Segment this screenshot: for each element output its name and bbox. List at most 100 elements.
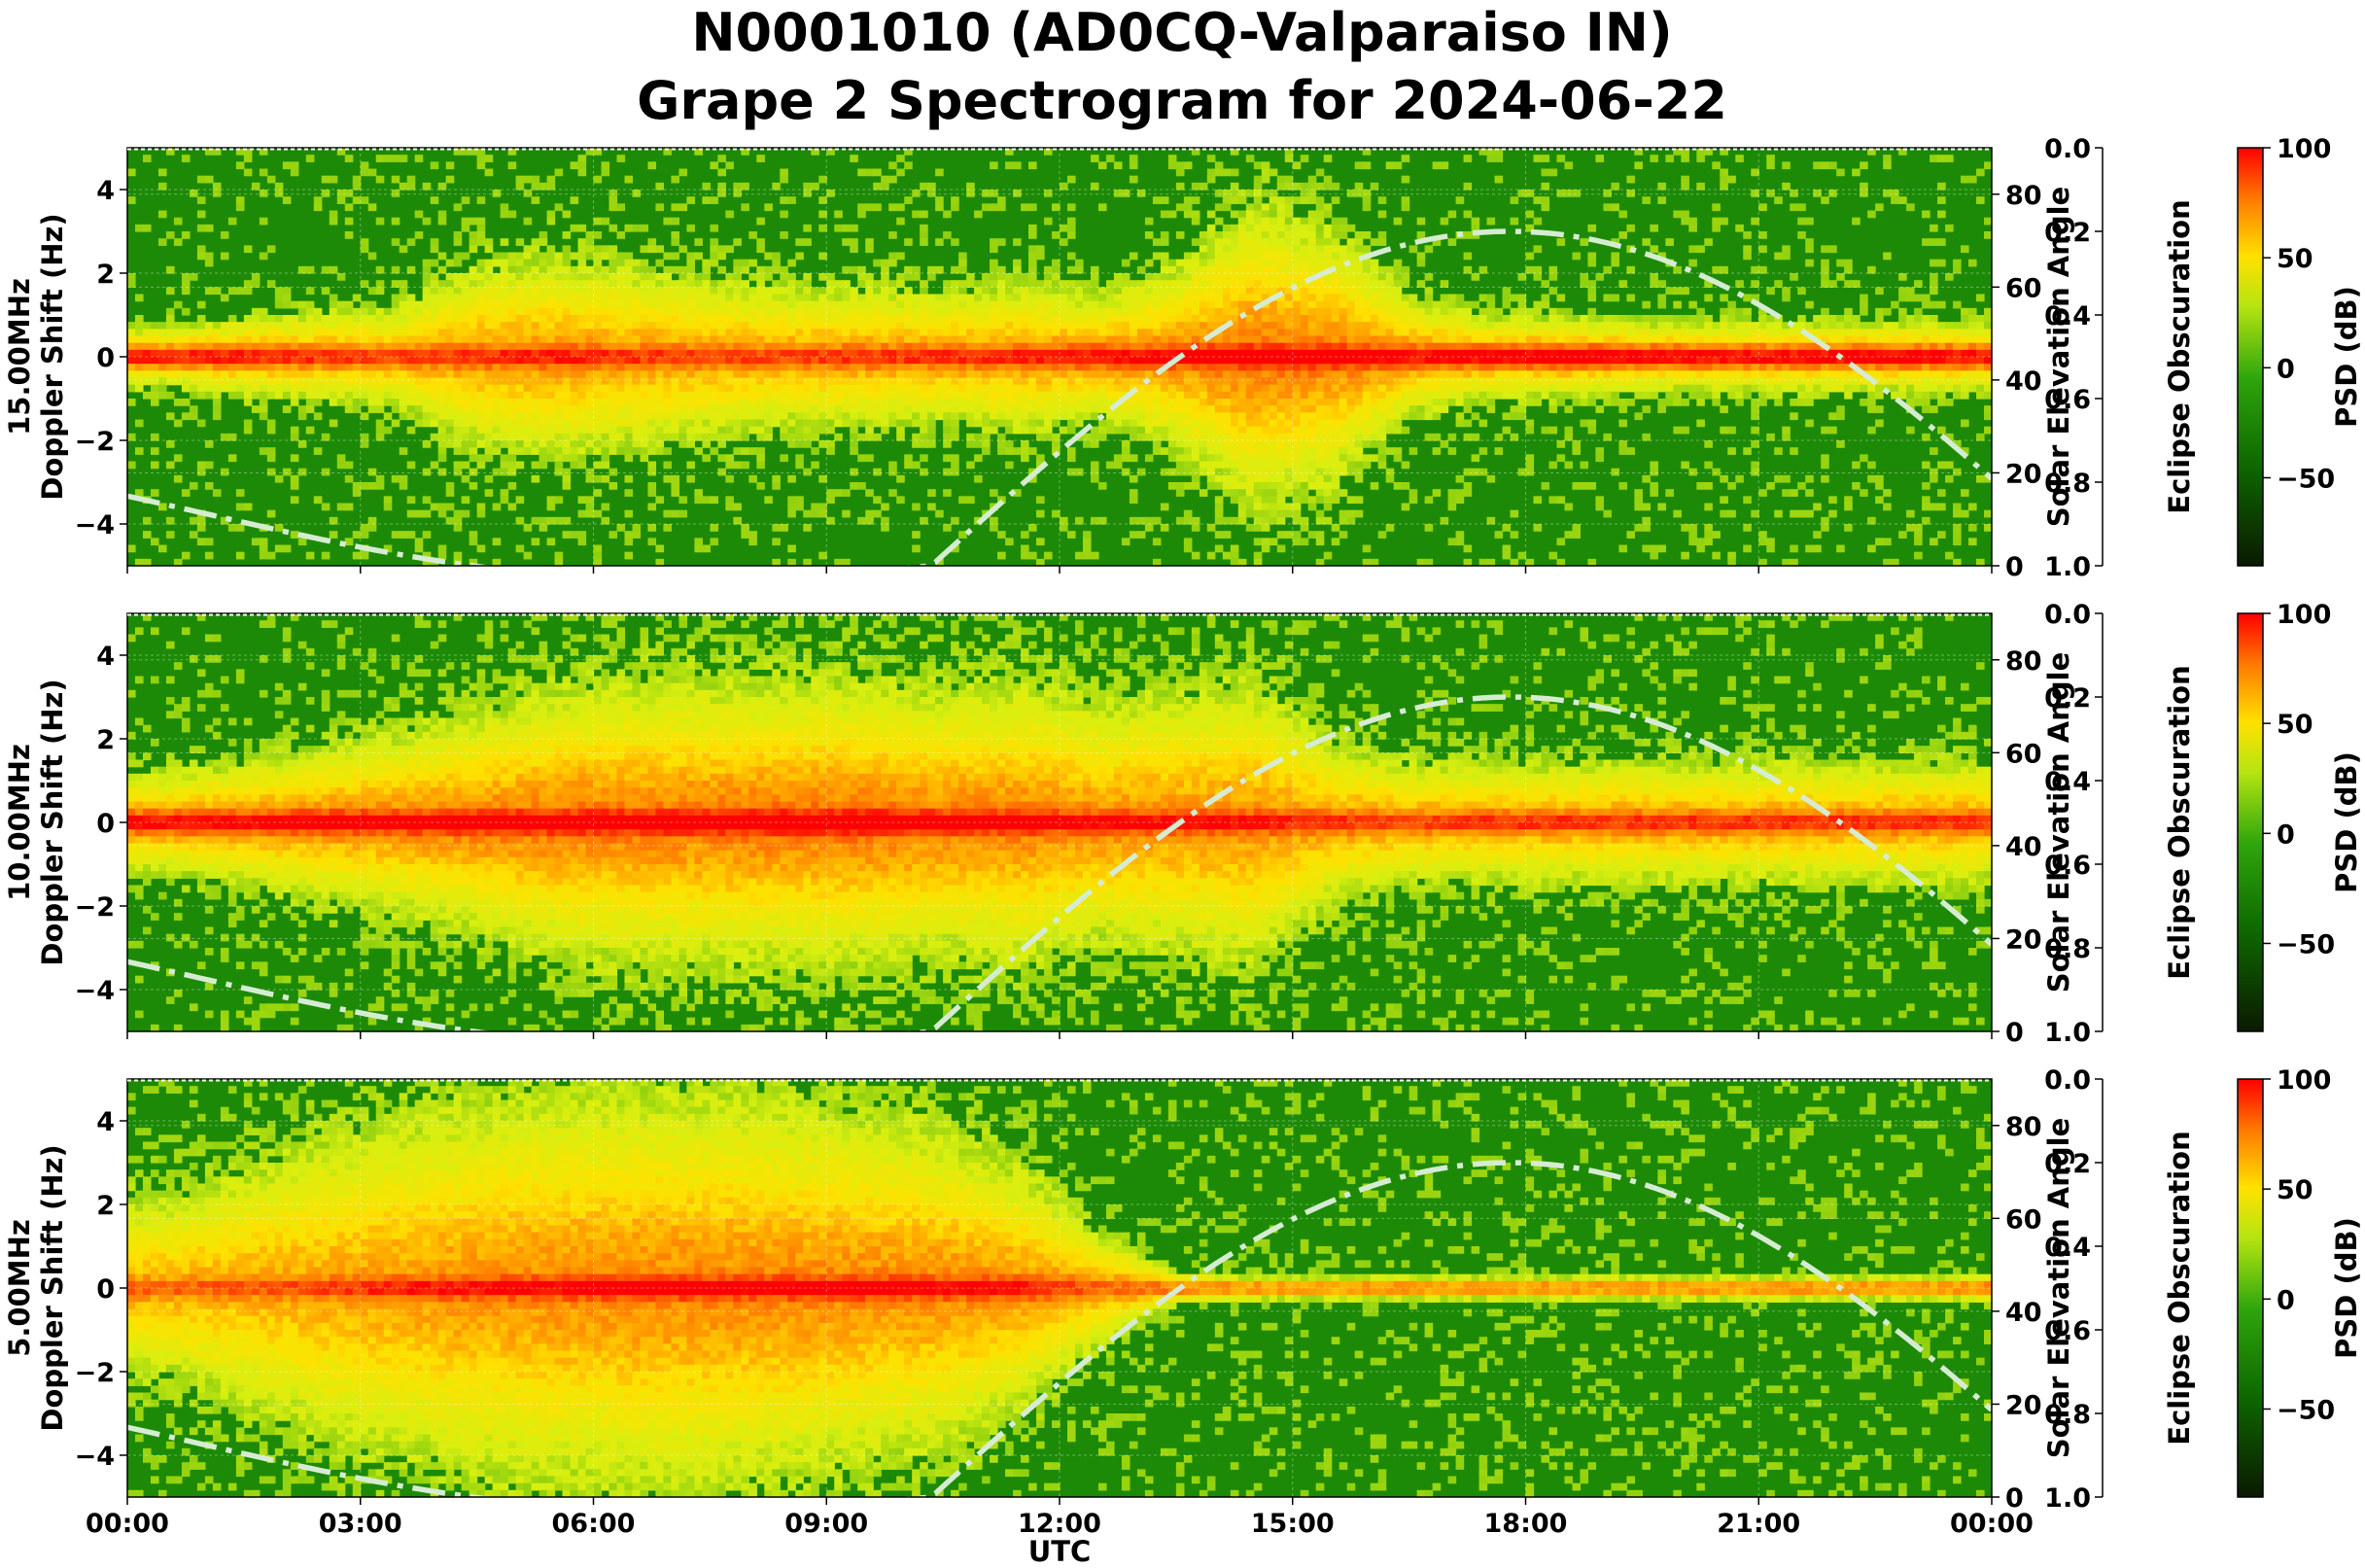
spectrogram-cell <box>1346 259 1356 267</box>
spectrogram-cell <box>694 496 703 505</box>
spectrogram-cell <box>461 377 470 386</box>
spectrogram-cell <box>912 461 921 470</box>
spectrogram-cell <box>1292 238 1302 246</box>
spectrogram-cell <box>430 349 439 358</box>
spectrogram-cell <box>313 370 323 379</box>
spectrogram-cell <box>1129 489 1138 497</box>
spectrogram-cell <box>274 329 284 337</box>
spectrogram-cell <box>1315 419 1325 428</box>
spectrogram-cell <box>515 405 525 413</box>
spectrogram-cell <box>694 315 703 323</box>
spectrogram-cell <box>282 300 292 309</box>
spectrogram-cell <box>336 322 346 330</box>
spectrogram-cell <box>795 335 804 344</box>
spectrogram-cell <box>1160 300 1169 309</box>
spectrogram-cell <box>1230 224 1239 232</box>
spectrogram-cell <box>1237 190 1247 197</box>
spectrogram-cell <box>647 357 657 365</box>
spectrogram-cell <box>1060 182 1068 191</box>
spectrogram-cell <box>725 280 734 288</box>
spectrogram-cell <box>826 280 835 288</box>
spectrogram-cell <box>624 440 634 448</box>
spectrogram-cell <box>181 489 191 497</box>
spectrogram-cell <box>562 287 572 296</box>
spectrogram-cell <box>546 322 556 330</box>
spectrogram-cell <box>982 364 991 371</box>
spectrogram-cell <box>982 412 991 421</box>
spectrogram-cell <box>873 300 882 309</box>
spectrogram-cell <box>1105 384 1115 393</box>
spectrogram-cell <box>515 252 525 261</box>
spectrogram-cell <box>920 454 928 463</box>
spectrogram-cell <box>570 384 579 393</box>
spectrogram-cell <box>920 391 928 400</box>
spectrogram-cell <box>1121 259 1130 267</box>
spectrogram-cell <box>990 349 998 358</box>
spectrogram-cell <box>546 426 556 435</box>
spectrogram-cell <box>212 287 222 296</box>
spectrogram-cell <box>539 461 548 470</box>
spectrogram-cell <box>1129 496 1138 505</box>
spectrogram-cell <box>857 364 866 371</box>
spectrogram-cell <box>1222 265 1232 274</box>
spectrogram-cell <box>554 399 564 406</box>
spectrogram-cell <box>1044 551 1053 560</box>
spectrogram-cell <box>780 175 788 184</box>
spectrogram-cell <box>990 377 998 386</box>
spectrogram-cell <box>632 315 642 323</box>
spectrogram-cell <box>935 399 944 406</box>
spectrogram-cell <box>577 496 587 505</box>
spectrogram-cell <box>1013 329 1022 337</box>
spectrogram-cell <box>1160 468 1169 476</box>
spectrogram-cell <box>1300 461 1309 470</box>
spectrogram-cell <box>1082 335 1092 344</box>
spectrogram-cell <box>772 329 781 337</box>
spectrogram-cell <box>1175 315 1185 323</box>
spectrogram-cell <box>531 265 540 274</box>
spectrogram-cell <box>1307 307 1317 316</box>
spectrogram-cell <box>445 273 455 281</box>
spectrogram-cell <box>966 370 975 379</box>
spectrogram-cell <box>437 419 447 428</box>
spectrogram-cell <box>1097 364 1107 371</box>
spectrogram-cell <box>453 307 463 316</box>
spectrogram-cell <box>881 516 889 525</box>
spectrogram-cell <box>1005 538 1014 546</box>
spectrogram-cell <box>1013 335 1022 344</box>
spectrogram-cell <box>422 259 432 267</box>
spectrogram-cell <box>1269 315 1278 323</box>
spectrogram-cell <box>189 482 198 490</box>
spectrogram-cell <box>624 551 634 560</box>
spectrogram-cell <box>1261 482 1270 490</box>
spectrogram-cell <box>857 482 866 490</box>
spectrogram-cell <box>360 524 369 532</box>
spectrogram-cell <box>476 384 486 393</box>
spectrogram-cell <box>469 391 478 400</box>
spectrogram-cell <box>1269 433 1278 441</box>
spectrogram-cell <box>406 175 416 184</box>
spectrogram-cell <box>1097 516 1107 525</box>
spectrogram-cell <box>1097 357 1107 365</box>
spectrogram-cell <box>935 357 944 365</box>
spectrogram-cell <box>1206 412 1216 421</box>
spectrogram-cell <box>500 419 509 428</box>
spectrogram-cell <box>1245 315 1255 323</box>
spectrogram-cell <box>1292 245 1302 254</box>
spectrogram-cell <box>966 307 975 316</box>
spectrogram-cell <box>1036 342 1045 351</box>
spectrogram-cell <box>1292 322 1302 330</box>
spectrogram-cell <box>1284 357 1294 365</box>
spectrogram-cell <box>1060 315 1068 323</box>
spectrogram-cell <box>1245 349 1255 358</box>
spectrogram-cell <box>1036 335 1045 344</box>
spectrogram-cell <box>1060 280 1068 288</box>
spectrogram-cell <box>500 307 509 316</box>
spectrogram-cell <box>857 273 866 281</box>
spectrogram-cell <box>336 307 346 316</box>
spectrogram-cell <box>1315 245 1325 254</box>
spectrogram-cell <box>313 447 323 455</box>
spectrogram-cell <box>694 433 703 441</box>
spectrogram-cell <box>1082 280 1092 288</box>
spectrogram-cell <box>896 399 905 406</box>
spectrogram-cell <box>305 300 315 309</box>
